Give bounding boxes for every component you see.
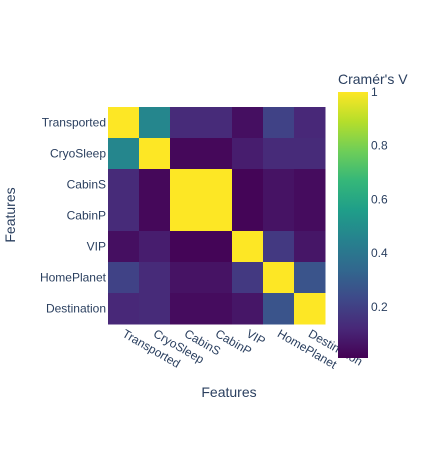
colorbar-tick-label: 1 xyxy=(371,85,378,99)
heatmap-cell-Transported-HomePlanet xyxy=(263,107,295,139)
heatmap-cell-CryoSleep-Transported xyxy=(108,138,140,170)
heatmap-cell-CabinP-Destination xyxy=(294,200,326,232)
heatmap-cell-CabinS-CryoSleep xyxy=(139,169,171,201)
heatmap-cell-HomePlanet-VIP xyxy=(232,262,264,294)
heatmap-cell-CabinS-HomePlanet xyxy=(263,169,295,201)
heatmap-cell-CabinS-Transported xyxy=(108,169,140,201)
heatmap-cell-CabinP-CabinP xyxy=(201,200,233,232)
heatmap-cell-HomePlanet-CryoSleep xyxy=(139,262,171,294)
heatmap-cell-CabinP-Transported xyxy=(108,200,140,232)
heatmap-cell-VIP-Transported xyxy=(108,231,140,263)
heatmap-cell-CryoSleep-CabinS xyxy=(170,138,202,170)
heatmap-cell-HomePlanet-Destination xyxy=(294,262,326,294)
heatmap-cell-VIP-CryoSleep xyxy=(139,231,171,263)
heatmap-cells xyxy=(108,107,326,325)
heatmap-cell-CabinP-CryoSleep xyxy=(139,200,171,232)
colorbar-tick-labels: 0.2 0.4 0.6 0.8 1 xyxy=(371,85,388,314)
colorbar-tick-label: 0.6 xyxy=(371,192,388,206)
heatmap-cell-Transported-CabinS xyxy=(170,107,202,139)
heatmap-cell-VIP-CabinP xyxy=(201,231,233,263)
y-tick-label: Destination xyxy=(46,302,106,316)
colorbar-tick-label: 0.4 xyxy=(371,246,388,260)
y-tick-label: VIP xyxy=(87,240,106,254)
heatmap-cell-Destination-HomePlanet xyxy=(263,293,295,325)
heatmap-cell-VIP-HomePlanet xyxy=(263,231,295,263)
heatmap-cell-Destination-CabinP xyxy=(201,293,233,325)
heatmap-cell-Destination-CryoSleep xyxy=(139,293,171,325)
heatmap-cell-Transported-CryoSleep xyxy=(139,107,171,139)
heatmap-cell-CryoSleep-CabinP xyxy=(201,138,233,170)
heatmap-cell-VIP-VIP xyxy=(232,231,264,263)
heatmap-cell-Destination-Transported xyxy=(108,293,140,325)
y-tick-label: CabinS xyxy=(67,178,106,192)
y-tick-label: CabinP xyxy=(67,209,106,223)
heatmap-cell-Destination-VIP xyxy=(232,293,264,325)
heatmap-cell-VIP-CabinS xyxy=(170,231,202,263)
y-axis-title: Features xyxy=(2,187,18,242)
y-tick-label: CryoSleep xyxy=(50,147,106,161)
heatmap-cell-HomePlanet-CabinS xyxy=(170,262,202,294)
y-axis-tick-labels: Transported CryoSleep CabinS CabinP VIP HomeP… xyxy=(40,116,107,316)
heatmap-cell-Transported-CabinP xyxy=(201,107,233,139)
heatmap-cell-CabinS-CabinP xyxy=(201,169,233,201)
heatmap-cell-HomePlanet-CabinP xyxy=(201,262,233,294)
heatmap-cell-VIP-Destination xyxy=(294,231,326,263)
heatmap-cell-CabinS-CabinS xyxy=(170,169,202,201)
colorbar-title: Cramér's V xyxy=(338,71,408,87)
heatmap-cell-CabinS-VIP xyxy=(232,169,264,201)
heatmap-cell-HomePlanet-Transported xyxy=(108,262,140,294)
heatmap-cell-CryoSleep-CryoSleep xyxy=(139,138,171,170)
heatmap-cell-CryoSleep-Destination xyxy=(294,138,326,170)
colorbar-tick-label: 0.8 xyxy=(371,139,388,153)
heatmap-cell-CabinP-VIP xyxy=(232,200,264,232)
heatmap-cell-CabinP-HomePlanet xyxy=(263,200,295,232)
colorbar-tick-label: 0.2 xyxy=(371,300,388,314)
heatmap-cell-CabinS-Destination xyxy=(294,169,326,201)
heatmap-cell-Transported-VIP xyxy=(232,107,264,139)
heatmap-cell-Destination-CabinS xyxy=(170,293,202,325)
x-axis-title: Features xyxy=(201,384,256,400)
y-tick-label: HomePlanet xyxy=(40,271,107,285)
colorbar: Cramér's V 0.2 0.4 0.6 0.8 1 xyxy=(338,71,408,358)
heatmap-cell-Transported-Destination xyxy=(294,107,326,139)
y-tick-label: Transported xyxy=(42,116,106,130)
heatmap-cell-HomePlanet-HomePlanet xyxy=(263,262,295,294)
colorbar-gradient xyxy=(338,92,368,358)
heatmap-cell-CryoSleep-VIP xyxy=(232,138,264,170)
heatmap-cell-CryoSleep-HomePlanet xyxy=(263,138,295,170)
heatmap-cell-CabinP-CabinS xyxy=(170,200,202,232)
heatmap-cell-Destination-Destination xyxy=(294,293,326,325)
heatmap-cell-Transported-Transported xyxy=(108,107,140,139)
